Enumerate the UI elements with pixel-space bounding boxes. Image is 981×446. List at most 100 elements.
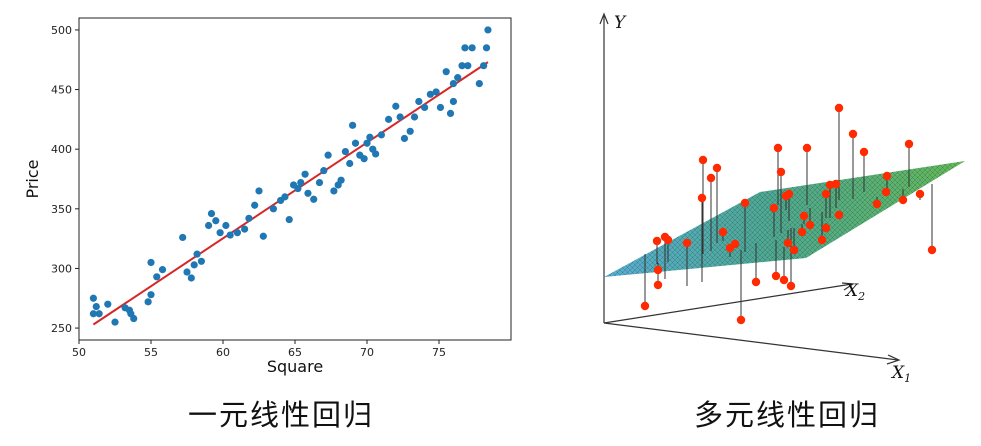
data-point xyxy=(130,314,138,323)
data-point xyxy=(449,97,457,106)
data-point xyxy=(147,291,155,299)
data-point xyxy=(89,294,97,302)
data-point xyxy=(484,26,492,34)
data-point xyxy=(415,97,423,106)
data-point xyxy=(454,74,462,82)
data-point xyxy=(410,113,419,121)
data-point xyxy=(730,239,740,249)
data-point xyxy=(797,227,807,237)
data-point xyxy=(255,187,263,195)
data-point xyxy=(859,147,869,157)
x-tick-label: 60 xyxy=(216,346,230,359)
data-point xyxy=(426,90,434,98)
data-point xyxy=(324,151,332,159)
data-point xyxy=(712,163,722,173)
x-tick-label: 50 xyxy=(72,346,86,359)
data-point xyxy=(789,245,799,255)
data-point xyxy=(769,203,779,213)
data-point xyxy=(212,217,220,225)
y-tick-label: 250 xyxy=(51,322,72,335)
data-point xyxy=(821,189,831,199)
data-point xyxy=(817,235,827,245)
data-point xyxy=(158,266,167,274)
data-point xyxy=(104,300,112,308)
data-point xyxy=(226,231,234,239)
axes-3d xyxy=(599,12,901,365)
data-point xyxy=(205,221,213,230)
data-point xyxy=(193,250,201,258)
data-point xyxy=(377,131,385,139)
data-point xyxy=(92,303,100,311)
simple-regression-chart: 50 55 60 65 70 75 250 300 350 400 450 500 Square Pr… xyxy=(23,17,512,376)
x2-axis-arrow xyxy=(841,282,855,291)
data-point xyxy=(640,301,650,311)
data-point xyxy=(89,310,97,318)
data-point xyxy=(751,277,761,287)
data-point xyxy=(653,265,663,275)
data-point xyxy=(882,171,892,181)
data-point xyxy=(449,79,457,88)
data-point xyxy=(400,134,409,143)
data-point xyxy=(366,133,374,141)
data-point xyxy=(315,178,324,187)
data-point xyxy=(771,271,781,281)
data-point xyxy=(736,315,746,325)
x1-axis-arrow xyxy=(886,354,901,365)
x-axis-label: Square xyxy=(267,357,323,376)
x1-axis-label: X1 xyxy=(890,363,911,385)
data-point xyxy=(784,189,794,199)
data-point xyxy=(436,103,445,112)
data-point xyxy=(349,121,357,129)
x-tick-label: 75 xyxy=(432,346,446,359)
data-point xyxy=(392,102,400,110)
y-tick-label: 500 xyxy=(51,24,72,37)
data-point xyxy=(197,257,205,265)
data-point xyxy=(872,199,882,209)
data-point xyxy=(372,150,380,158)
data-point xyxy=(259,232,267,240)
data-point xyxy=(653,280,663,290)
caption-simple-regression: 一元线性回归 xyxy=(188,398,375,432)
multiple-regression-chart: Y X1 X2 xyxy=(599,12,965,385)
data-point xyxy=(396,113,404,121)
data-point xyxy=(346,159,354,168)
data-point xyxy=(281,193,289,201)
data-point xyxy=(834,210,844,220)
data-point xyxy=(881,187,891,197)
x2-axis-label: X2 xyxy=(844,281,865,303)
y-tick-label: 350 xyxy=(51,203,72,216)
data-point xyxy=(337,176,345,184)
data-point xyxy=(304,189,312,197)
data-point xyxy=(297,178,305,187)
axis-ticks: 50 55 60 65 70 75 250 300 350 400 450 500 xyxy=(51,24,446,359)
data-point xyxy=(663,235,673,245)
data-point xyxy=(320,167,328,175)
data-point xyxy=(786,281,796,291)
data-point xyxy=(233,229,241,237)
data-point xyxy=(927,245,937,255)
data-point xyxy=(783,238,793,248)
data-point xyxy=(153,273,161,281)
data-point xyxy=(406,127,414,135)
data-point xyxy=(652,236,662,246)
data-point xyxy=(698,155,708,165)
data-point xyxy=(285,215,293,224)
data-point xyxy=(697,193,707,203)
data-point xyxy=(183,268,191,276)
y-axis-label: Price xyxy=(23,159,42,198)
x-tick-label: 55 xyxy=(144,346,158,359)
regression-line-group xyxy=(92,61,489,326)
data-point xyxy=(464,62,472,70)
caption-multiple-regression: 多元线性回归 xyxy=(694,398,881,432)
data-point xyxy=(461,44,469,52)
y-axis-label: Y xyxy=(614,13,627,33)
data-point xyxy=(187,274,195,282)
data-point xyxy=(915,189,925,199)
y-tick-label: 400 xyxy=(51,143,72,156)
data-point xyxy=(421,103,429,112)
data-point xyxy=(805,220,815,230)
y-tick-label: 450 xyxy=(51,84,72,97)
x-tick-label: 65 xyxy=(288,346,302,359)
data-point xyxy=(207,209,216,218)
data-point xyxy=(848,129,858,139)
